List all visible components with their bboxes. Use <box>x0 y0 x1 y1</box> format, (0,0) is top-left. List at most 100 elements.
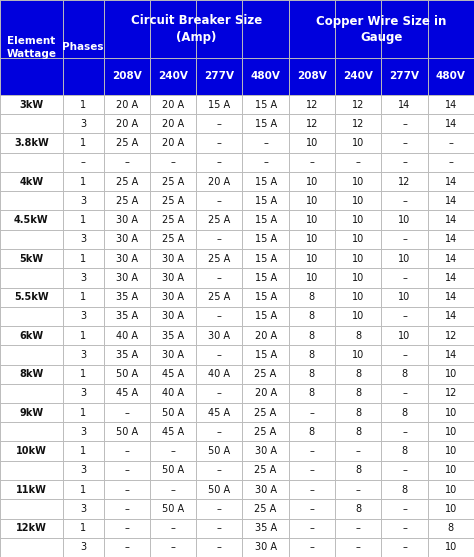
Bar <box>150 461 196 480</box>
Bar <box>63 114 103 134</box>
Text: –: – <box>356 158 361 167</box>
Text: Circuit Breaker Size
(Amp): Circuit Breaker Size (Amp) <box>130 14 262 43</box>
Text: 25 A: 25 A <box>255 408 277 418</box>
Bar <box>335 403 382 422</box>
Bar <box>63 364 103 384</box>
Text: –: – <box>402 138 407 148</box>
Bar <box>150 345 196 364</box>
Bar <box>0 153 63 172</box>
Bar <box>382 403 428 422</box>
Bar <box>242 134 289 153</box>
Text: 10: 10 <box>352 350 365 360</box>
Bar <box>63 211 103 229</box>
Text: –: – <box>124 485 129 495</box>
Bar <box>242 307 289 326</box>
Text: 10: 10 <box>306 234 318 245</box>
Text: 15 A: 15 A <box>255 253 277 263</box>
Text: 10: 10 <box>399 253 410 263</box>
Text: 45 A: 45 A <box>208 408 230 418</box>
Bar <box>428 249 474 268</box>
Bar <box>0 211 63 229</box>
Text: 35 A: 35 A <box>116 311 138 321</box>
Bar <box>150 499 196 519</box>
Bar <box>196 268 242 287</box>
Bar <box>289 519 335 538</box>
Text: –: – <box>263 158 268 167</box>
Bar <box>0 268 63 287</box>
Text: 8: 8 <box>309 350 315 360</box>
Text: 277V: 277V <box>204 71 234 81</box>
Bar <box>196 211 242 229</box>
Bar <box>103 58 150 95</box>
Text: 15 A: 15 A <box>255 350 277 360</box>
Bar <box>335 364 382 384</box>
Bar <box>242 384 289 403</box>
Bar <box>382 442 428 461</box>
Bar <box>289 403 335 422</box>
Bar <box>428 499 474 519</box>
Bar <box>289 287 335 307</box>
Text: –: – <box>356 485 361 495</box>
Bar <box>382 519 428 538</box>
Bar <box>0 249 63 268</box>
Bar <box>0 172 63 191</box>
Text: –: – <box>310 466 314 475</box>
Text: 25 A: 25 A <box>255 504 277 514</box>
Bar <box>242 114 289 134</box>
Text: 20 A: 20 A <box>116 119 138 129</box>
Text: 50 A: 50 A <box>116 427 138 437</box>
Text: –: – <box>171 158 175 167</box>
Bar <box>196 519 242 538</box>
Text: 15 A: 15 A <box>255 234 277 245</box>
Text: 25 A: 25 A <box>208 253 230 263</box>
Text: 12: 12 <box>306 100 318 110</box>
Bar <box>63 403 103 422</box>
Text: 10: 10 <box>445 408 457 418</box>
Text: 10: 10 <box>352 273 365 283</box>
Text: –: – <box>356 523 361 533</box>
Bar <box>63 499 103 519</box>
Bar <box>196 249 242 268</box>
Bar <box>428 442 474 461</box>
Bar <box>0 480 63 499</box>
Bar <box>382 58 428 95</box>
Text: 8: 8 <box>355 427 361 437</box>
Bar <box>196 461 242 480</box>
Bar <box>242 249 289 268</box>
Text: 10: 10 <box>306 196 318 206</box>
Text: 10: 10 <box>445 485 457 495</box>
Text: 8: 8 <box>309 427 315 437</box>
Bar <box>196 134 242 153</box>
Bar <box>150 364 196 384</box>
Bar <box>63 172 103 191</box>
Bar <box>63 538 103 557</box>
Bar <box>335 422 382 442</box>
Bar <box>0 461 63 480</box>
Text: 14: 14 <box>399 100 410 110</box>
Bar <box>0 287 63 307</box>
Text: –: – <box>310 543 314 553</box>
Bar <box>150 58 196 95</box>
Text: 14: 14 <box>445 119 457 129</box>
Text: 12: 12 <box>398 177 411 187</box>
Text: 30 A: 30 A <box>116 253 137 263</box>
Text: 1: 1 <box>80 446 86 456</box>
Bar <box>382 153 428 172</box>
Bar <box>428 172 474 191</box>
Bar <box>150 519 196 538</box>
Bar <box>335 499 382 519</box>
Bar <box>428 538 474 557</box>
Text: –: – <box>217 466 222 475</box>
Bar <box>242 442 289 461</box>
Text: –: – <box>124 504 129 514</box>
Text: 12kW: 12kW <box>16 523 47 533</box>
Bar <box>289 95 335 114</box>
Text: 8: 8 <box>355 408 361 418</box>
Bar <box>103 326 150 345</box>
Bar <box>0 326 63 345</box>
Bar <box>196 499 242 519</box>
Bar <box>335 268 382 287</box>
Text: –: – <box>402 466 407 475</box>
Text: 208V: 208V <box>112 71 142 81</box>
Text: 50 A: 50 A <box>116 369 138 379</box>
